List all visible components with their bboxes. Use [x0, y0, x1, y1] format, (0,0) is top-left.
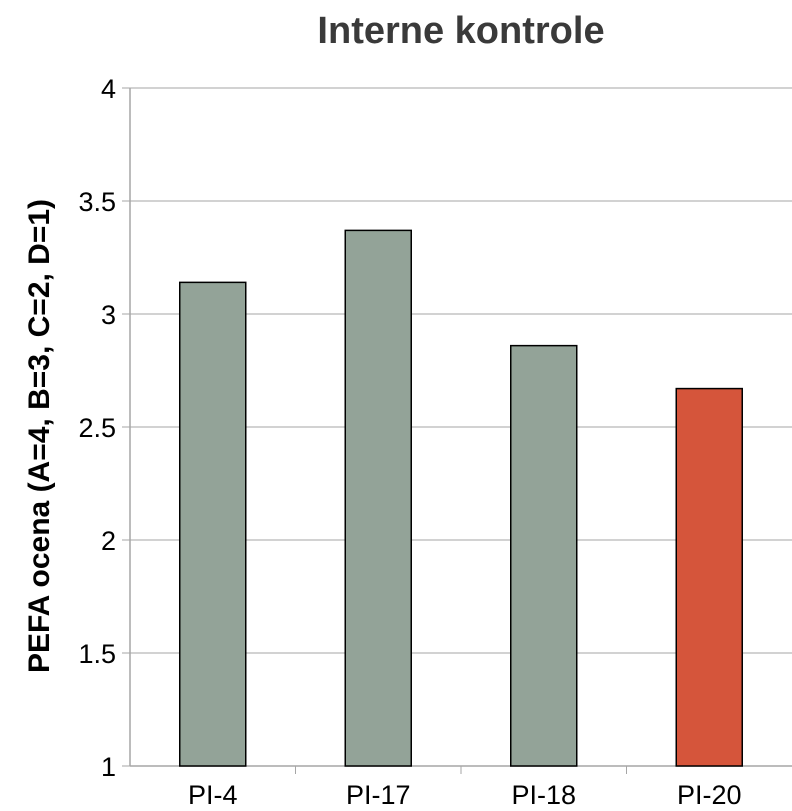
y-tick-label: 1.5	[78, 639, 116, 669]
x-tick-label: PI-18	[511, 780, 576, 810]
chart-title: Interne kontrole	[317, 10, 605, 52]
bar-pi-20	[675, 387, 743, 767]
bar-pi-4	[179, 281, 247, 767]
x-tick-label: PI-4	[188, 780, 238, 810]
bar-pi-17	[344, 229, 412, 767]
y-tick-label: 2.5	[78, 413, 116, 443]
y-tick-label: 2	[101, 526, 116, 556]
y-tick-label: 3	[101, 300, 116, 330]
x-tick-label: PI-20	[677, 780, 742, 810]
y-tick-label: 3.5	[78, 187, 116, 217]
y-tick-label: 4	[101, 74, 116, 104]
x-tick-label: PI-17	[346, 780, 411, 810]
bar-pi-18	[510, 344, 578, 767]
y-tick-label: 1	[101, 752, 116, 782]
